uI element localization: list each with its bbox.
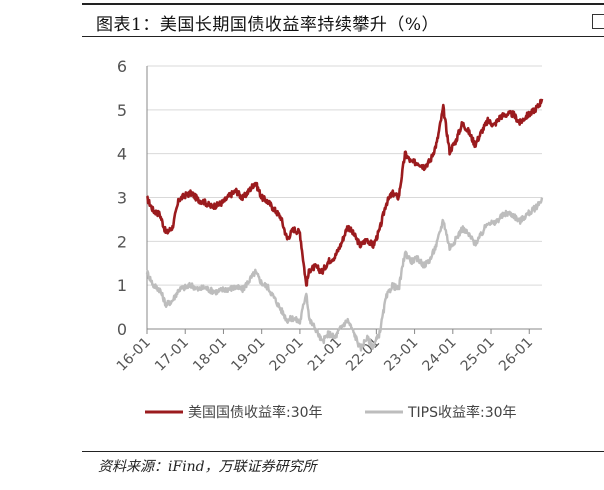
- chart-title: 图表1：美国长期国债收益率持续攀升（%）: [96, 15, 439, 35]
- x-tick-label-4: 20-01: [267, 335, 307, 375]
- x-tick-label-8: 24-01: [420, 335, 460, 375]
- source-divider: [82, 451, 604, 452]
- y-tick-label-3: 3: [117, 189, 127, 208]
- x-tick-label-7: 23-01: [381, 335, 421, 375]
- right-edge-mark: [592, 14, 604, 29]
- x-tick-label-3: 19-01: [228, 335, 268, 375]
- title-bar: 图表1：美国长期国债收益率持续攀升（%）: [82, 3, 604, 37]
- legend-label-0: 美国国债收益率:30年: [188, 404, 323, 421]
- legend-label-1: TIPS收益率:30年: [407, 404, 517, 421]
- y-tick-label-4: 4: [117, 145, 127, 164]
- source-note: 资料来源：iFind，万联证券研究所: [98, 459, 317, 475]
- x-tick-label-2: 18-01: [190, 335, 230, 375]
- y-tick-label-1: 1: [117, 276, 127, 295]
- x-tick-label-1: 17-01: [152, 335, 192, 375]
- x-tick-label-10: 26-01: [496, 335, 536, 375]
- legend: 美国国债收益率:30年 TIPS收益率:30年: [145, 404, 517, 421]
- y-tick-label-2: 2: [117, 232, 127, 251]
- y-tick-label-6: 6: [117, 57, 127, 76]
- series-lines: [145, 98, 544, 352]
- x-tick-label-9: 25-01: [458, 335, 498, 375]
- y-tick-label-5: 5: [117, 101, 127, 120]
- y-tick-label-0: 0: [117, 320, 127, 339]
- series-line-0: [145, 98, 544, 287]
- series-line-1: [145, 197, 544, 352]
- y-axis-ticks: 0 1 2 3 4 5 6: [117, 57, 127, 339]
- x-tick-label-0: 16-01: [114, 335, 154, 375]
